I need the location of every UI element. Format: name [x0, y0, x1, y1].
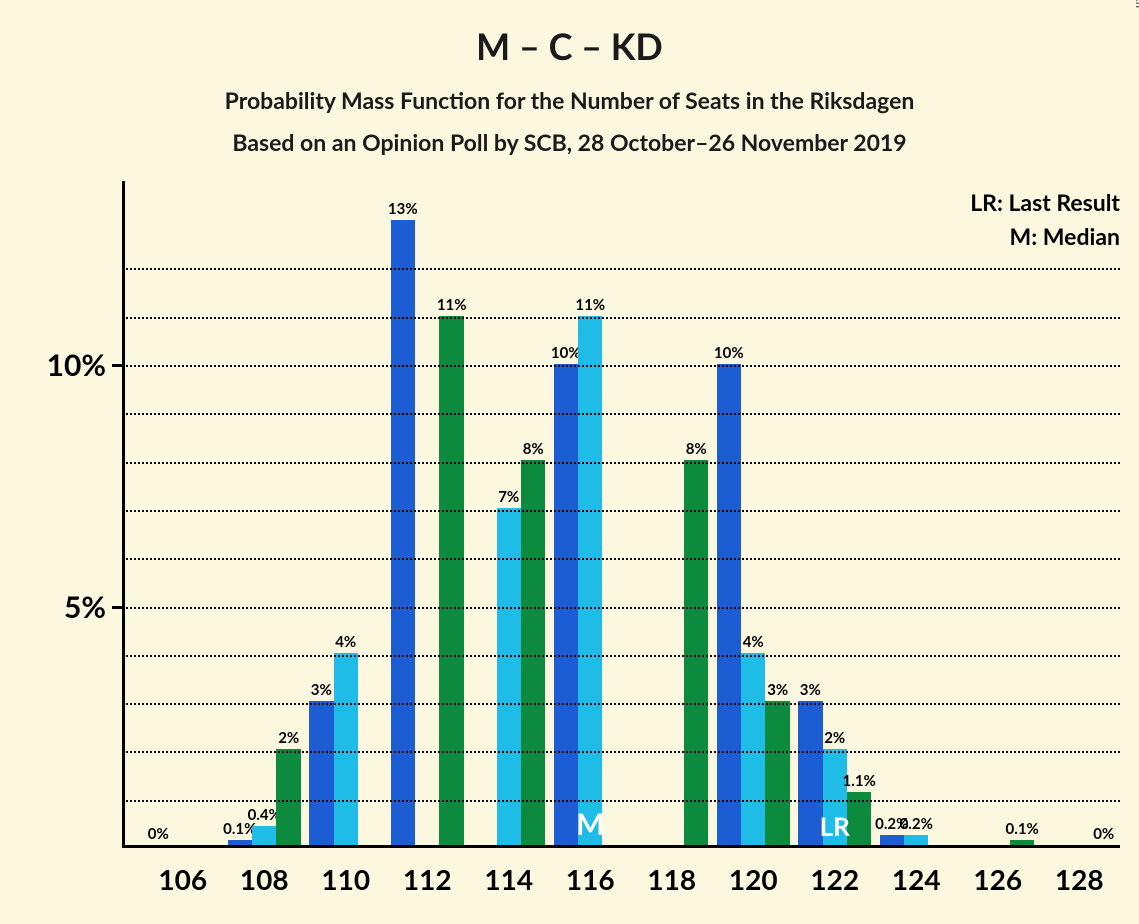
bar: 8% [684, 460, 708, 845]
bar-value-label: 2% [278, 729, 299, 749]
bar-value-label: 3% [767, 681, 788, 701]
gridline-minor [122, 413, 1120, 415]
chart-plot-area: LR: Last Result M: Median 0%0.1%0.4%2%3%… [122, 196, 1120, 848]
bar-value-label: 10% [551, 344, 581, 364]
bar: 0.2% [904, 835, 928, 845]
marker-m: M [576, 806, 604, 842]
x-tick-label: 124 [892, 848, 941, 896]
bar-value-label: 8% [523, 440, 544, 460]
bar-value-label: 4% [743, 633, 764, 653]
bar-value-label: 0% [1093, 825, 1114, 845]
gridline-major [122, 365, 1120, 367]
x-tick-label: 116 [566, 848, 615, 896]
bar: 11% [578, 316, 602, 845]
gridline-minor [122, 317, 1120, 319]
bar-value-label: 0.1% [1006, 820, 1039, 840]
bar-value-label: 3% [800, 681, 821, 701]
bar-value-label: 13% [388, 200, 418, 220]
bar: 3% [765, 701, 789, 845]
x-tick-label: 106 [158, 848, 207, 896]
bar-value-label: 2% [824, 729, 845, 749]
x-tick-label: 108 [240, 848, 289, 896]
bar-value-label: 11% [575, 296, 605, 316]
chart-title: M – C – KD [0, 0, 1139, 68]
copyright-text: © 2020 Filip van Laenen [1133, 0, 1139, 8]
chart-subtitle-1: Probability Mass Function for the Number… [0, 68, 1139, 114]
x-tick-label: 122 [810, 848, 859, 896]
gridline-minor [122, 751, 1120, 753]
gridline-minor [122, 510, 1120, 512]
bar: 0.2% [880, 835, 904, 845]
gridline-minor [122, 655, 1120, 657]
gridline-minor [122, 462, 1120, 464]
gridline-minor [122, 558, 1120, 560]
bar-value-label: 8% [686, 440, 707, 460]
bar-value-label: 1.1% [843, 772, 876, 792]
bar: 8% [521, 460, 545, 845]
x-tick-label: 110 [321, 848, 370, 896]
bar-value-label: 3% [311, 681, 332, 701]
gridline-minor [122, 703, 1120, 705]
bar: 11% [439, 316, 463, 845]
bar-value-label: 11% [437, 296, 467, 316]
bar-value-label: 10% [714, 344, 744, 364]
y-tick-mark [112, 606, 122, 609]
bar: 4% [334, 653, 358, 845]
bar: 0.1% [1010, 840, 1034, 845]
chart-subtitle-2: Based on an Opinion Poll by SCB, 28 Octo… [0, 114, 1139, 156]
bars-container: 0%0.1%0.4%2%3%4%13%11%7%8%10%11%8%10%4%3… [122, 196, 1120, 848]
x-tick-label: 128 [1055, 848, 1104, 896]
bar: 0.1% [228, 840, 252, 845]
bar: 3% [309, 701, 333, 845]
x-tick-label: 112 [403, 848, 452, 896]
bar: 2% [276, 749, 300, 845]
bar: 10% [717, 364, 741, 845]
x-tick-label: 120 [729, 848, 778, 896]
x-tick-label: 118 [647, 848, 696, 896]
bar: 4% [741, 653, 765, 845]
marker-lr: LR [820, 810, 850, 842]
y-tick-mark [112, 364, 122, 367]
bar-value-label: 4% [335, 633, 356, 653]
bar-value-label: 0% [148, 825, 169, 845]
x-tick-label: 126 [973, 848, 1022, 896]
gridline-minor [122, 800, 1120, 802]
bar-value-label: 0.2% [900, 815, 933, 835]
gridline-minor [122, 268, 1120, 270]
bar: 10% [554, 364, 578, 845]
bar: 0.4% [252, 826, 276, 845]
gridline-major [122, 607, 1120, 609]
y-tick-label: 10% [47, 347, 122, 383]
bar-value-label: 7% [498, 488, 519, 508]
x-tick-label: 114 [484, 848, 533, 896]
